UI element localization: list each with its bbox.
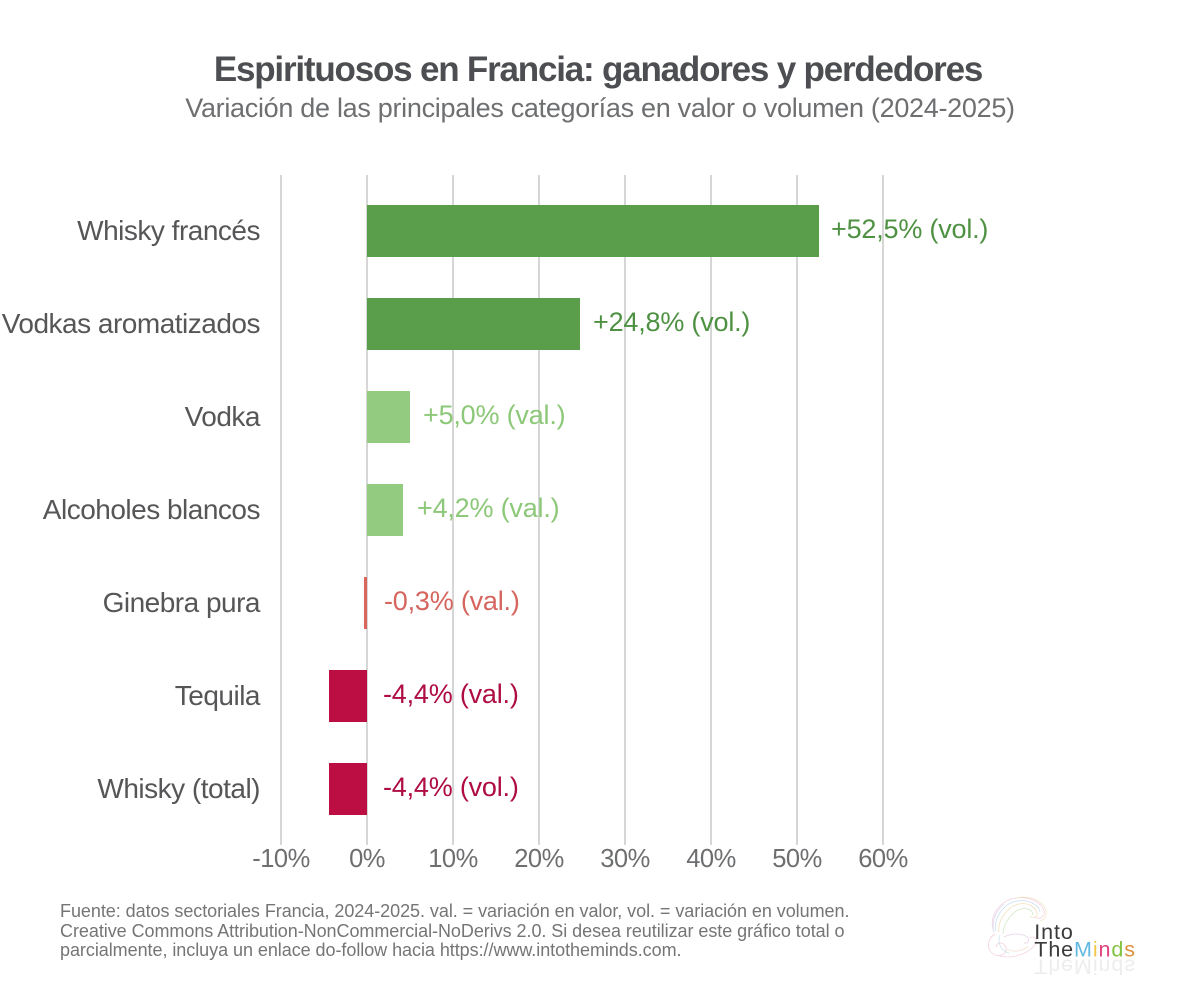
svg-text:TheMinds: TheMinds [1034,938,1136,962]
svg-text:Into: Into [1034,920,1073,944]
svg-text:TheMinds: TheMinds [1034,954,1136,978]
